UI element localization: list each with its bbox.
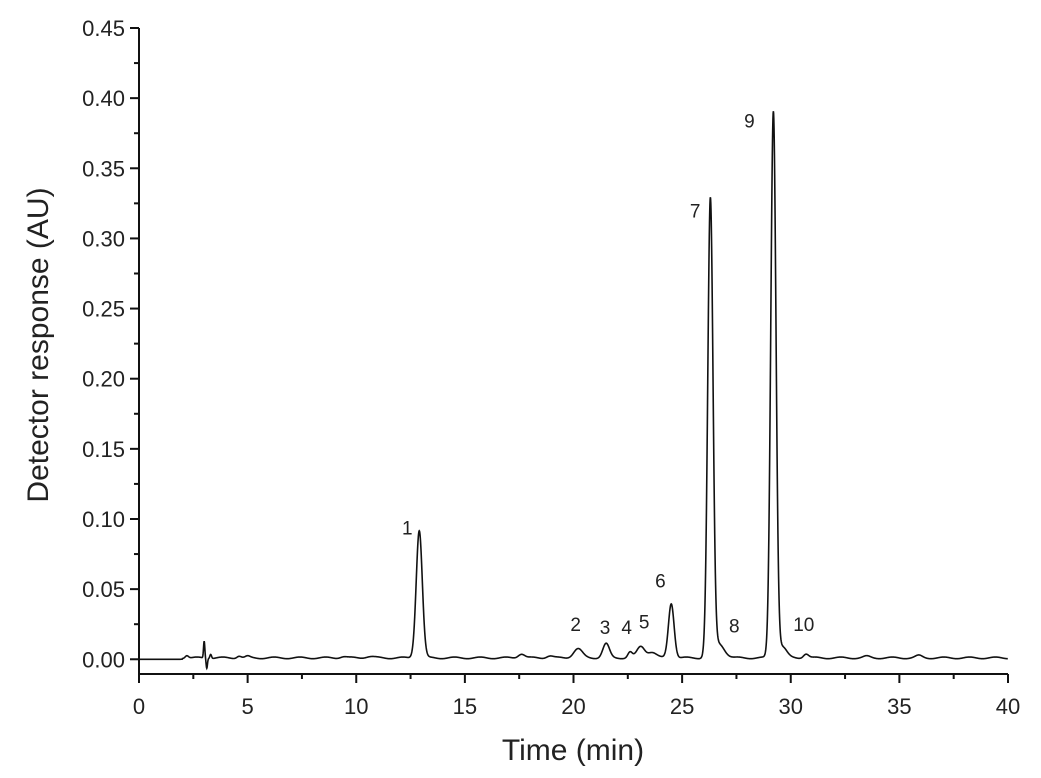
x-tick-label: 0 [133, 694, 145, 719]
y-tick-label: 0.30 [82, 226, 125, 251]
y-tick-label: 0.40 [82, 86, 125, 111]
y-tick-label: 0.25 [82, 297, 125, 322]
peak-label: 3 [600, 618, 611, 639]
peak-labels: 1 2 3 4 56 7 8 9 10 [402, 112, 814, 639]
peak-label: 5 [639, 612, 650, 633]
y-tick-label: 0.20 [82, 367, 125, 392]
x-tick-label: 5 [242, 694, 254, 719]
chromatogram-trace [139, 111, 1008, 671]
peak-label: 2 [570, 615, 581, 636]
x-tick-label: 25 [670, 694, 694, 719]
peak-label: 9 [744, 112, 755, 133]
peak-label: 4 [621, 618, 632, 639]
axes: 0 5 10 15 20 25 30 35 400.000.050.100.150.200.25… [82, 16, 1020, 719]
peak-label: 8 [729, 617, 740, 638]
peak-label: 7 [690, 201, 701, 222]
x-tick-label: 35 [887, 694, 911, 719]
peak-label: 1 [402, 518, 413, 539]
y-tick-label: 0.35 [82, 156, 125, 181]
y-tick-label: 0.00 [82, 647, 125, 672]
x-tick-label: 40 [996, 694, 1020, 719]
peak-label: 10 [793, 615, 814, 636]
x-tick-label: 30 [779, 694, 803, 719]
x-tick-label: 10 [344, 694, 368, 719]
y-tick-label: 0.15 [82, 437, 125, 462]
x-tick-label: 15 [453, 694, 477, 719]
x-axis-title: Time (min) [502, 734, 644, 767]
x-tick-label: 20 [561, 694, 585, 719]
y-tick-label: 0.10 [82, 507, 125, 532]
y-tick-label: 0.45 [82, 16, 125, 41]
y-axis-title: Detector response (AU) [22, 187, 55, 502]
peak-label: 6 [655, 572, 666, 593]
y-tick-label: 0.05 [82, 577, 125, 602]
